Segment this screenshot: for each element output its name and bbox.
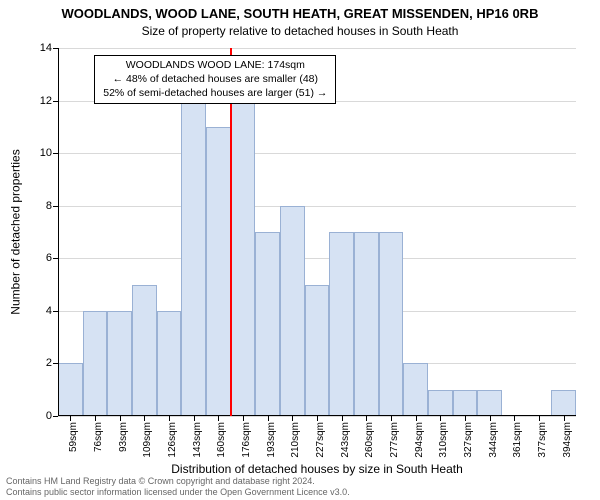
x-tick-label: 210sqm [290, 422, 301, 458]
y-axis-label: Number of detached properties [8, 48, 24, 416]
y-tick-mark [53, 416, 58, 417]
histogram-bar [280, 206, 305, 416]
x-tick-label: 227sqm [315, 422, 326, 458]
plot-area: 0246810121459sqm76sqm93sqm109sqm126sqm14… [58, 48, 576, 416]
x-tick-mark [194, 416, 195, 421]
x-tick-label: 160sqm [216, 422, 227, 458]
histogram-bar [428, 390, 453, 416]
x-axis-line [58, 415, 576, 416]
footer-line: Contains public sector information licen… [6, 487, 350, 498]
histogram-bar [477, 390, 502, 416]
chart-title: WOODLANDS, WOOD LANE, SOUTH HEATH, GREAT… [0, 6, 600, 21]
gridline [58, 153, 576, 154]
x-tick-mark [465, 416, 466, 421]
x-tick-label: 277sqm [389, 422, 400, 458]
x-tick-mark [317, 416, 318, 421]
x-tick-label: 126sqm [167, 422, 178, 458]
histogram-bar [157, 311, 182, 416]
x-tick-mark [440, 416, 441, 421]
x-tick-mark [70, 416, 71, 421]
x-tick-label: 76sqm [93, 422, 104, 452]
x-tick-mark [144, 416, 145, 421]
x-tick-mark [342, 416, 343, 421]
histogram-bar [453, 390, 478, 416]
annotation-line: 52% of semi-detached houses are larger (… [103, 87, 327, 101]
x-tick-mark [391, 416, 392, 421]
y-axis-line [58, 48, 59, 416]
x-tick-mark [95, 416, 96, 421]
histogram-bar [255, 232, 280, 416]
x-tick-label: 344sqm [488, 422, 499, 458]
x-tick-mark [514, 416, 515, 421]
histogram-bar [181, 101, 206, 416]
x-axis-label: Distribution of detached houses by size … [58, 462, 576, 476]
chart-subtitle: Size of property relative to detached ho… [0, 24, 600, 38]
x-tick-label: 143sqm [192, 422, 203, 458]
x-tick-label: 93sqm [118, 422, 129, 452]
x-tick-mark [490, 416, 491, 421]
histogram-bar [305, 285, 330, 416]
gridline [58, 258, 576, 259]
x-tick-mark [243, 416, 244, 421]
x-tick-mark [120, 416, 121, 421]
x-tick-mark [564, 416, 565, 421]
chart-container: WOODLANDS, WOOD LANE, SOUTH HEATH, GREAT… [0, 0, 600, 500]
histogram-bar [551, 390, 576, 416]
x-tick-mark [218, 416, 219, 421]
x-tick-label: 243sqm [340, 422, 351, 458]
x-tick-label: 377sqm [537, 422, 548, 458]
footer-attribution: Contains HM Land Registry data © Crown c… [6, 476, 350, 499]
histogram-bar [403, 363, 428, 416]
x-tick-mark [366, 416, 367, 421]
histogram-bar [354, 232, 379, 416]
x-tick-label: 394sqm [562, 422, 573, 458]
x-tick-mark [169, 416, 170, 421]
x-tick-mark [539, 416, 540, 421]
x-tick-mark [416, 416, 417, 421]
x-tick-label: 327sqm [463, 422, 474, 458]
annotation-box: WOODLANDS WOOD LANE: 174sqm← 48% of deta… [94, 55, 336, 104]
histogram-bar [83, 311, 108, 416]
annotation-line: ← 48% of detached houses are smaller (48… [103, 73, 327, 87]
x-tick-label: 59sqm [68, 422, 79, 452]
x-tick-label: 294sqm [414, 422, 425, 458]
x-tick-label: 109sqm [142, 422, 153, 458]
histogram-bar [107, 311, 132, 416]
histogram-bar [206, 127, 231, 416]
gridline [58, 206, 576, 207]
x-tick-label: 310sqm [438, 422, 449, 458]
x-tick-label: 361sqm [512, 422, 523, 458]
footer-line: Contains HM Land Registry data © Crown c… [6, 476, 350, 487]
x-tick-label: 260sqm [364, 422, 375, 458]
histogram-bar [231, 74, 256, 416]
annotation-line: WOODLANDS WOOD LANE: 174sqm [103, 59, 327, 73]
x-tick-mark [268, 416, 269, 421]
gridline [58, 48, 576, 49]
x-tick-mark [292, 416, 293, 421]
histogram-bar [379, 232, 404, 416]
x-tick-label: 193sqm [266, 422, 277, 458]
histogram-bar [58, 363, 83, 416]
histogram-bar [329, 232, 354, 416]
histogram-bar [132, 285, 157, 416]
x-tick-label: 176sqm [241, 422, 252, 458]
